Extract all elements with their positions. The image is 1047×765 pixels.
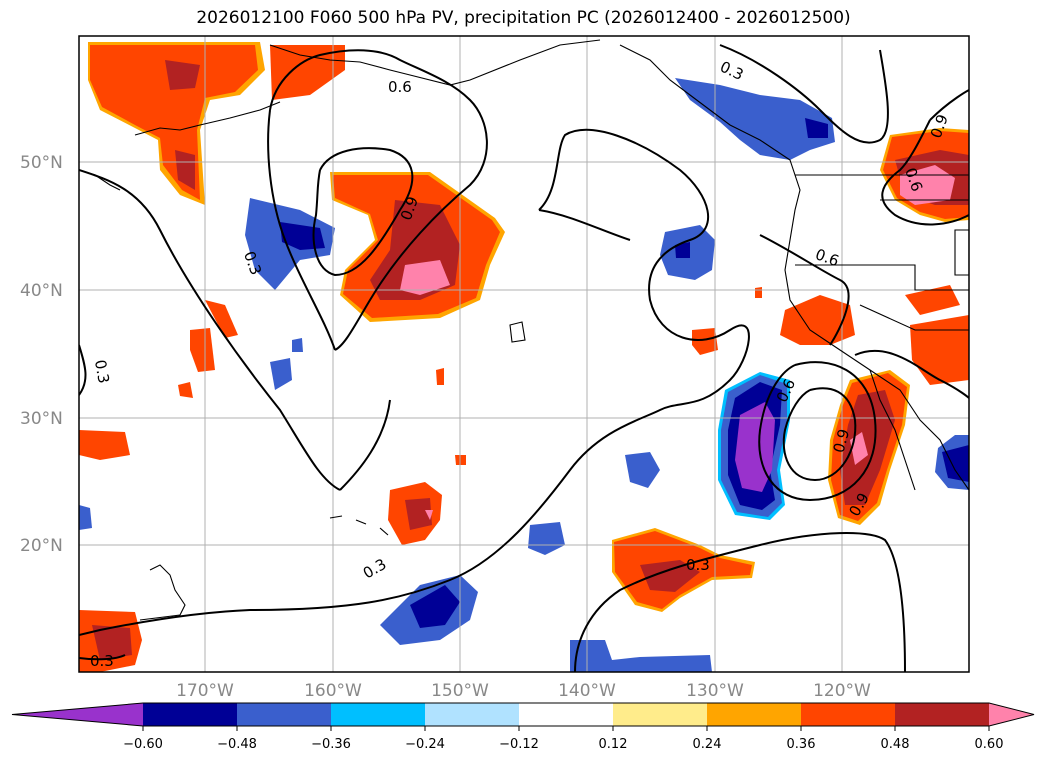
pv-contour-line — [79, 654, 126, 661]
lon-label-150w: 150°W — [431, 681, 489, 701]
pv-contour-line — [881, 119, 969, 226]
colorbar-tick-label: 0.12 — [599, 737, 628, 752]
pv-contour-line — [79, 169, 341, 491]
precip-blob-hawaii-east — [388, 482, 442, 545]
colorbar-segment — [707, 703, 802, 726]
pv-contour-line — [758, 361, 877, 502]
precip-blob-central — [330, 172, 505, 322]
colorbar-extend-high — [989, 703, 1034, 726]
colorbar-segment — [237, 703, 332, 726]
precip-blob-baja-warm — [828, 370, 910, 525]
pv-contour-line — [339, 399, 391, 491]
pv-contour-line — [759, 234, 850, 346]
lon-label-130w: 130°W — [686, 681, 744, 701]
longitude-labels: 170°W 160°W 150°W 140°W 130°W 120°W — [176, 681, 871, 701]
colorbar-segment — [143, 703, 238, 726]
lat-label-40n: 40°N — [20, 281, 63, 301]
colorbar-segment — [613, 703, 708, 726]
lat-label-30n: 30°N — [20, 409, 63, 429]
pv-contour-line — [79, 128, 750, 636]
pv-contour-line — [782, 387, 857, 482]
colorbar-extend-low — [12, 703, 143, 726]
lon-label-140w: 140°W — [558, 681, 616, 701]
contour-label: 0.3 — [686, 556, 710, 574]
colorbar: −0.60 −0.48 −0.36 −0.24 −0.12 0.12 0.24 0.36 0.4… — [11, 702, 1035, 752]
map-title: 2026012100 F060 500 hPa PV, precipitatio… — [196, 8, 851, 28]
colorbar-tick-label: 0.36 — [787, 737, 816, 752]
colorbar-tick-label: −0.48 — [217, 737, 257, 752]
pv-contour-line — [854, 349, 969, 399]
lat-label-50n: 50°N — [20, 153, 63, 173]
precip-blob-mexico-blue — [935, 435, 969, 490]
pv-contour-line — [269, 49, 488, 351]
pv-contour-line — [538, 209, 631, 241]
precip-blob-offshore-blue — [660, 225, 715, 280]
precip-blob-south-blue — [380, 452, 712, 672]
colorbar-segment — [519, 703, 614, 726]
pv-contour-line — [312, 147, 414, 277]
map-frame — [78, 35, 970, 673]
lat-label-20n: 20°N — [20, 536, 63, 556]
pv-contour-line — [79, 344, 87, 396]
precip-blob-nw — [88, 42, 345, 205]
precip-blob-south-central — [612, 528, 755, 612]
precip-blob-california — [692, 285, 969, 385]
pv-contour-line — [574, 532, 906, 672]
contour-label: 0.3 — [91, 358, 113, 385]
lon-label-120w: 120°W — [813, 681, 871, 701]
colorbar-tick-label: 0.48 — [881, 737, 910, 752]
colorbar-tick-label: 0.24 — [693, 737, 722, 752]
colorbar-tick-label: −0.60 — [123, 737, 163, 752]
pv-contour-line — [719, 44, 889, 144]
colorbar-segment — [801, 703, 896, 726]
colorbar-tick-label: 0.60 — [975, 737, 1004, 752]
contour-label: 0.9 — [830, 427, 854, 455]
colorbar-segment — [425, 703, 520, 726]
colorbar-tick-label: −0.12 — [499, 737, 539, 752]
contour-label: 0.6 — [388, 78, 412, 96]
map-plot-area: 0.6 0.3 0.9 0.3 0.6 0.9 0.6 0.3 0.9 0.6 … — [79, 36, 969, 672]
colorbar-segment — [895, 703, 990, 726]
colorbar-segment — [331, 703, 426, 726]
latitude-labels: 50°N 40°N 30°N 20°N — [20, 153, 63, 556]
lon-label-160w: 160°W — [304, 681, 362, 701]
lon-label-170w: 170°W — [176, 681, 234, 701]
graticule — [79, 36, 969, 672]
pv-contours — [79, 44, 969, 672]
pv-contour-line — [267, 109, 336, 351]
colorbar-tick-label: −0.24 — [405, 737, 445, 752]
colorbar-tick-label: −0.36 — [311, 737, 351, 752]
coastlines — [79, 39, 969, 621]
contour-label: 0.3 — [90, 652, 114, 670]
